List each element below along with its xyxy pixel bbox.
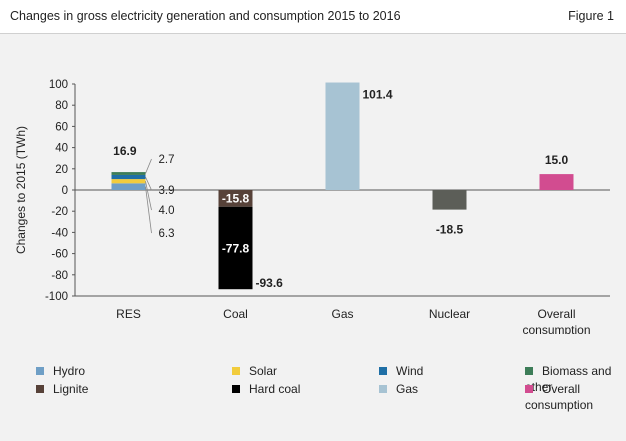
data-label-res-wind: 3.9: [159, 185, 175, 197]
y-tick-label: -60: [51, 249, 68, 261]
legend-item-biomass-and-other: Biomass and other: [525, 363, 626, 394]
legend-item-hydro: Hydro: [36, 363, 85, 379]
legend-swatch: [36, 384, 44, 393]
callout-line: [145, 176, 152, 191]
callout-line: [145, 186, 152, 234]
y-axis-title: Changes to 2015 (TWh): [14, 126, 28, 254]
y-tick-label: -100: [45, 291, 68, 303]
legend-swatch: [525, 366, 533, 375]
legend-item-gas: Gas: [379, 381, 418, 397]
legend-swatch: [379, 384, 387, 393]
callout-line: [145, 158, 152, 174]
bar-gas: [325, 82, 360, 190]
bar-res-hydro: [111, 183, 146, 190]
x-category-label: Gas: [331, 307, 353, 321]
y-tick-label: -40: [51, 227, 68, 239]
x-category-label: RES: [116, 307, 141, 321]
legend-label: Hydro: [53, 364, 86, 378]
bar-res-solar: [111, 179, 146, 184]
y-tick-label: -20: [51, 206, 68, 218]
legend-label: Wind: [396, 364, 424, 378]
legend-swatch: [232, 384, 240, 393]
data-label-gas: 101.4: [363, 88, 393, 102]
x-category-label: Coal: [223, 307, 248, 321]
legend-item-overall-consumption: Overall consumption: [525, 381, 626, 412]
x-category-label: Overall: [537, 307, 575, 321]
bar-overall-consumption: [539, 174, 574, 190]
data-label-res-hydro: 6.3: [159, 228, 175, 240]
y-tick-label: 80: [55, 100, 68, 112]
x-category-label: consumption: [522, 323, 590, 334]
data-label-overall: 15.0: [545, 153, 569, 167]
y-tick-label: 100: [49, 79, 68, 91]
callout-line: [145, 181, 152, 211]
bar-res-wind: [111, 174, 146, 180]
bar-coal-hard-coal: [218, 206, 253, 290]
figure-label: Figure 1: [568, 9, 614, 23]
legend-label: Lignite: [53, 382, 89, 396]
y-tick-label: -80: [51, 270, 68, 282]
y-tick-label: 40: [55, 143, 68, 155]
legend-swatch: [525, 384, 533, 393]
y-tick-label: 60: [55, 121, 68, 133]
data-label-lignite: -15.8: [222, 191, 250, 205]
chart-area: 100 80 60 40 20 0 -20 -40 -60 -80 -100 Changes to 2…: [14, 79, 610, 334]
x-category-label: Nuclear: [429, 307, 470, 321]
data-label-res-biomass-and-other: 2.7: [159, 154, 175, 166]
legend-item-lignite: Lignite: [36, 381, 88, 397]
legend-item-hard-coal: Hard coal: [232, 381, 300, 397]
figure-header: Changes in gross electricity generation …: [0, 0, 626, 34]
bar-nuclear: [432, 190, 467, 210]
data-label-res-total: 16.9: [113, 144, 137, 158]
y-tick-label: 0: [62, 185, 68, 197]
legend-label: Solar: [249, 364, 278, 378]
legend-swatch: [379, 366, 387, 375]
legend-item-wind: Wind: [379, 363, 423, 379]
data-label-nuclear: -18.5: [436, 223, 464, 237]
legend-label: Overall consumption: [525, 382, 594, 412]
bar-coal-lignite: [218, 190, 253, 207]
chart-title: Changes in gross electricity generation …: [10, 9, 401, 23]
legend-label: Hard coal: [249, 382, 301, 396]
legend-swatch: [36, 366, 44, 375]
legend-label: Gas: [396, 382, 419, 396]
y-tick-label: 20: [55, 164, 68, 176]
data-label-res-solar: 4.0: [159, 205, 175, 217]
legend-item-solar: Solar: [232, 363, 277, 379]
data-label-hard-coal: -77.8: [222, 241, 250, 255]
bar-res-biomass-and-other: [111, 172, 146, 175]
legend-swatch: [232, 366, 240, 375]
data-label-coal-total: -93.6: [256, 276, 284, 290]
